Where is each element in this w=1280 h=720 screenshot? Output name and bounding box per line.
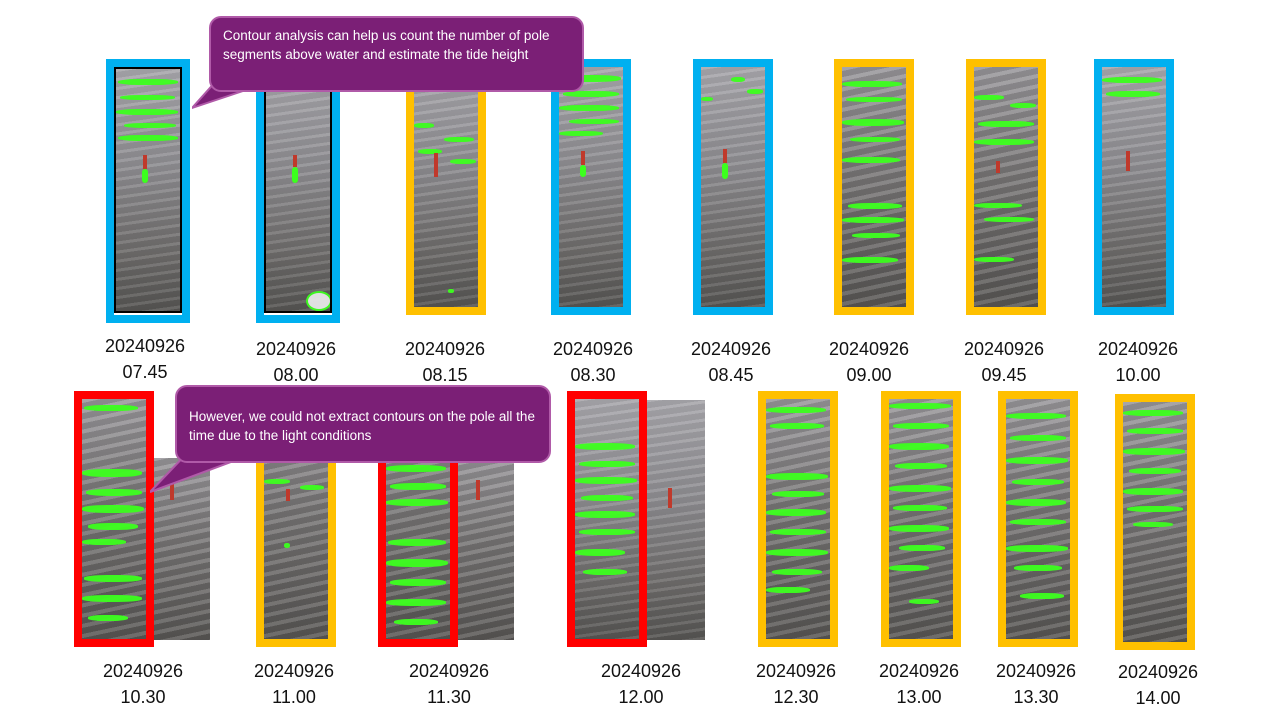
frame-1330 (998, 391, 1078, 647)
frame-0745 (106, 59, 190, 323)
date-label: 20240926 (963, 339, 1045, 359)
time-label: 12.00 (618, 687, 664, 707)
caption-1030: 20240926 10.30 (88, 658, 198, 710)
time-label: 08.00 (273, 365, 319, 385)
caption-1400: 20240926 14.00 (1103, 659, 1213, 711)
pole-image-0800 (264, 67, 332, 313)
time-label: 12.30 (773, 687, 819, 707)
date-label: 20240926 (878, 661, 960, 681)
date-label: 20240926 (755, 661, 837, 681)
time-label: 08.15 (422, 365, 468, 385)
date-label: 20240926 (828, 339, 910, 359)
frame-1400 (1115, 394, 1195, 650)
time-label: 08.30 (570, 365, 616, 385)
date-label: 20240926 (1097, 339, 1179, 359)
pole-image-1030 (82, 399, 146, 639)
date-label: 20240926 (253, 661, 335, 681)
callout-top: Contour analysis can help us count the n… (209, 16, 584, 92)
time-label: 08.45 (708, 365, 754, 385)
caption-1000: 20240926 10.00 (1083, 336, 1193, 388)
date-label: 20240926 (404, 339, 486, 359)
pole-image-1130-extension (454, 452, 514, 640)
time-label: 10.00 (1115, 365, 1161, 385)
callout-bottom-text: However, we could not extract contours o… (189, 409, 535, 443)
pole-image-1400 (1123, 402, 1187, 642)
caption-0945: 20240926 09.45 (949, 336, 1059, 388)
pole-image-1330 (1006, 399, 1070, 639)
date-label: 20240926 (102, 661, 184, 681)
caption-0845: 20240926 08.45 (676, 336, 786, 388)
caption-1230: 20240926 12.30 (741, 658, 851, 710)
caption-0815: 20240926 08.15 (390, 336, 500, 388)
pole-image-1200-extension (642, 400, 705, 640)
frame-1030 (74, 391, 154, 647)
pole-image-0845 (701, 67, 765, 307)
caption-0800: 20240926 08.00 (241, 336, 351, 388)
pole-image-0900 (842, 67, 906, 307)
callout-top-text: Contour analysis can help us count the n… (223, 28, 550, 62)
bird-contour (306, 291, 330, 311)
time-label: 09.45 (981, 365, 1027, 385)
caption-1130: 20240926 11.30 (394, 658, 504, 710)
time-label: 13.30 (1013, 687, 1059, 707)
pole-image-1200 (575, 399, 639, 639)
pole-image-0830 (559, 67, 623, 307)
time-label: 10.30 (120, 687, 166, 707)
frame-1200 (567, 391, 647, 647)
time-label: 11.00 (272, 687, 316, 707)
time-label: 09.00 (846, 365, 892, 385)
frame-0845 (693, 59, 773, 315)
callout-bottom: However, we could not extract contours o… (175, 385, 551, 463)
pole-image-1230 (766, 399, 830, 639)
time-label: 13.00 (896, 687, 942, 707)
pole-image-0815 (414, 67, 478, 307)
time-label: 07.45 (122, 362, 168, 382)
frame-1000 (1094, 59, 1174, 315)
date-label: 20240926 (690, 339, 772, 359)
date-label: 20240926 (552, 339, 634, 359)
caption-1330: 20240926 13.30 (981, 658, 1091, 710)
caption-0900: 20240926 09.00 (814, 336, 924, 388)
frame-1230 (758, 391, 838, 647)
time-label: 11.30 (427, 687, 471, 707)
frame-0900 (834, 59, 914, 315)
caption-0830: 20240926 08.30 (538, 336, 648, 388)
pole-image-0945 (974, 67, 1038, 307)
frame-1300 (881, 391, 961, 647)
frame-0945 (966, 59, 1046, 315)
date-label: 20240926 (600, 661, 682, 681)
caption-1200: 20240926 12.00 (586, 658, 696, 710)
pole-image-1000 (1102, 67, 1166, 307)
caption-1100: 20240926 11.00 (239, 658, 349, 710)
caption-0745: 20240926 07.45 (90, 333, 200, 385)
date-label: 20240926 (104, 336, 186, 356)
date-label: 20240926 (995, 661, 1077, 681)
caption-1300: 20240926 13.00 (864, 658, 974, 710)
date-label: 20240926 (255, 339, 337, 359)
pole-image-0745 (114, 67, 182, 313)
date-label: 20240926 (408, 661, 490, 681)
frame-0830 (551, 59, 631, 315)
time-label: 14.00 (1135, 688, 1181, 708)
date-label: 20240926 (1117, 662, 1199, 682)
pole-image-1300 (889, 399, 953, 639)
